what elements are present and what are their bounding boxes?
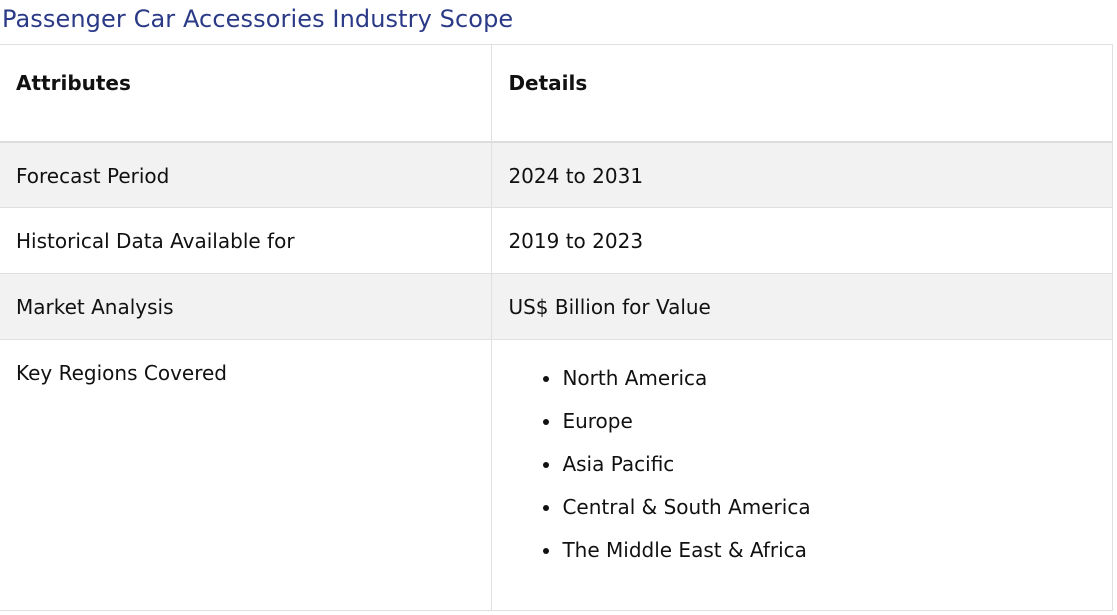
row-detail: 2024 to 2031	[491, 141, 1113, 208]
table-row: Forecast Period 2024 to 2031	[0, 141, 1113, 208]
industry-scope-table: Attributes Details Forecast Period 2024 …	[0, 44, 1113, 611]
header-details: Details	[491, 44, 1113, 143]
table-row-regions: Key Regions Covered North America Europe…	[0, 339, 1113, 611]
row-attribute: Key Regions Covered	[0, 339, 493, 611]
header-attributes: Attributes	[0, 44, 493, 143]
list-item: Central & South America	[562, 496, 1096, 519]
row-attribute: Historical Data Available for	[0, 207, 493, 274]
page-title: Passenger Car Accessories Industry Scope	[2, 5, 514, 33]
list-item: The Middle East & Africa	[562, 539, 1096, 562]
row-detail: US$ Billion for Value	[491, 273, 1113, 340]
table-row: Market Analysis US$ Billion for Value	[0, 273, 1113, 340]
regions-list: North America Europe Asia Pacific Centra…	[508, 367, 1096, 562]
table-header-row: Attributes Details	[0, 44, 1113, 143]
list-item: North America	[562, 367, 1096, 390]
row-detail: 2019 to 2023	[491, 207, 1113, 274]
regions-cell: North America Europe Asia Pacific Centra…	[491, 339, 1113, 611]
list-item: Europe	[562, 410, 1096, 433]
list-item: Asia Pacific	[562, 453, 1096, 476]
row-attribute: Forecast Period	[0, 141, 493, 208]
table-row: Historical Data Available for 2019 to 20…	[0, 207, 1113, 274]
row-attribute: Market Analysis	[0, 273, 493, 340]
